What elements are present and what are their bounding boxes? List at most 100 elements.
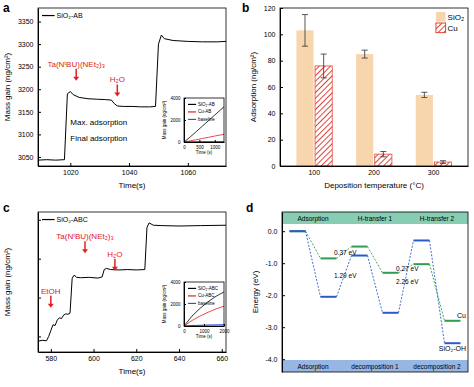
- y-tick-label: 60: [268, 84, 276, 91]
- y-tick-mark: [280, 166, 283, 167]
- y-tick-mark: [184, 142, 186, 143]
- x-tick-mark: [215, 140, 216, 142]
- y-tick-mark: [38, 89, 41, 90]
- header-label: H-transfer 1: [358, 215, 393, 222]
- inset: 05001000020004000Time (s)Mass gain (ng/c…: [162, 96, 225, 155]
- panel-label: c: [3, 201, 10, 215]
- annotation-arrowhead: [82, 249, 88, 253]
- y-tick: 3150: [18, 109, 41, 116]
- x-axis-title: Time (s): [196, 150, 213, 155]
- y-axis-line: [282, 213, 283, 373]
- legend-swatch: [42, 15, 55, 16]
- x-axis: 05001000: [183, 140, 224, 150]
- y-tick: 120: [264, 5, 283, 12]
- y-tick: [38, 336, 41, 337]
- series-label: SiO₂-OH: [439, 345, 466, 352]
- y-tick-mark: [38, 44, 41, 45]
- y-tick-label: 0: [272, 163, 276, 170]
- y-tick-label: 40: [268, 110, 276, 117]
- bar: [356, 54, 373, 166]
- error-bar-stem: [304, 15, 305, 47]
- x-tick: 660: [216, 349, 228, 362]
- y-tick-mark: [38, 134, 41, 135]
- annotation: Ta(NᵗBU)(NEt₂)₃: [47, 60, 104, 69]
- series-line: [184, 134, 224, 142]
- y-tick-mark: [184, 98, 186, 99]
- barrier-label: 0.27 eV: [396, 265, 419, 272]
- y-tick-label: 20: [268, 136, 276, 143]
- x-tick-label: 1000: [210, 145, 221, 150]
- series-group: [184, 292, 224, 326]
- y-tick-mark: [282, 231, 285, 232]
- y-tick: 40: [268, 110, 283, 117]
- x-tick-label: 1060: [181, 169, 197, 176]
- annotation-arrow: [75, 69, 77, 78]
- legend-label: SiO₂-AB: [198, 102, 215, 107]
- energy-level: [321, 257, 337, 259]
- bar: [315, 66, 332, 166]
- plot-background: [184, 282, 224, 326]
- error-bar-cap: [302, 14, 308, 15]
- y-tick-mark: [38, 336, 41, 337]
- x-tick-mark: [199, 140, 200, 142]
- y-tick-label: 3250: [18, 63, 34, 70]
- y-axis-line: [38, 9, 39, 167]
- energy-level: [321, 296, 337, 298]
- y-tick-label: 3200: [18, 86, 34, 93]
- legend: SiO₂-ABC: [42, 216, 88, 223]
- legend-swatch: [42, 219, 55, 220]
- y-tick-label: 0: [178, 324, 181, 329]
- legend-label: baseline: [198, 117, 215, 122]
- error-bar-stem: [383, 152, 384, 157]
- error-bar-cap: [362, 58, 368, 59]
- header-label: Adsorption: [297, 215, 328, 223]
- y-axis-line: [184, 283, 185, 327]
- series-line: [38, 35, 226, 160]
- series-line: [184, 292, 224, 326]
- x-axis-title: Time(s): [119, 367, 146, 376]
- error-bar-cap: [421, 92, 427, 93]
- x-tick-label: 1020: [63, 169, 79, 176]
- x-tick-mark: [224, 324, 225, 326]
- plot-frame: [184, 282, 224, 326]
- y-tick: -3.0: [265, 324, 285, 331]
- y-axis-line: [184, 99, 185, 143]
- y-tick-mark: [38, 22, 41, 23]
- y-axis: [38, 213, 41, 353]
- energy-level: [383, 272, 399, 274]
- x-tick: 1020: [63, 163, 79, 176]
- barrier-label: 0.37 eV: [334, 249, 357, 256]
- y-tick-label: 0.0: [268, 228, 278, 235]
- error-bar-stem: [364, 50, 365, 58]
- error-bar-cap: [321, 54, 327, 55]
- y-tick-mark: [280, 113, 283, 114]
- annotation-arrow: [117, 84, 119, 93]
- y-tick: [38, 298, 41, 299]
- y-tick-label: 80: [268, 57, 276, 64]
- y-tick-mark: [38, 67, 41, 68]
- series-line: [184, 107, 224, 142]
- annotation: Final adsorption: [70, 134, 127, 143]
- x-tick-label: 200: [368, 169, 380, 176]
- error-bar-cap: [440, 163, 446, 164]
- y-tick: 80: [268, 57, 283, 64]
- y-tick-label: 100: [264, 31, 276, 38]
- header-band: [282, 212, 468, 224]
- error-bar: [380, 152, 386, 157]
- y-tick-label: 2000: [170, 118, 181, 123]
- footer-label: decomposition 1: [351, 363, 399, 371]
- x-axis: 010002000: [183, 324, 230, 334]
- y-axis-line: [38, 213, 39, 353]
- y-tick-label: 4000: [170, 280, 181, 285]
- energy-connector: [306, 231, 321, 258]
- y-tick-label: -1.0: [265, 260, 277, 267]
- legend: SiO₂-ABCCu-ABCbaseline: [188, 286, 219, 306]
- x-tick: 1000: [210, 140, 221, 150]
- y-axis-title: Adsorption (ng/cm²): [249, 52, 258, 123]
- y-tick-label: -2.0: [265, 292, 277, 299]
- barrier-label: 2.26 eV: [396, 278, 419, 285]
- x-tick: 1060: [181, 163, 197, 176]
- y-tick-label: 0: [178, 140, 181, 145]
- error-bar: [440, 161, 446, 164]
- y-tick: [38, 220, 41, 221]
